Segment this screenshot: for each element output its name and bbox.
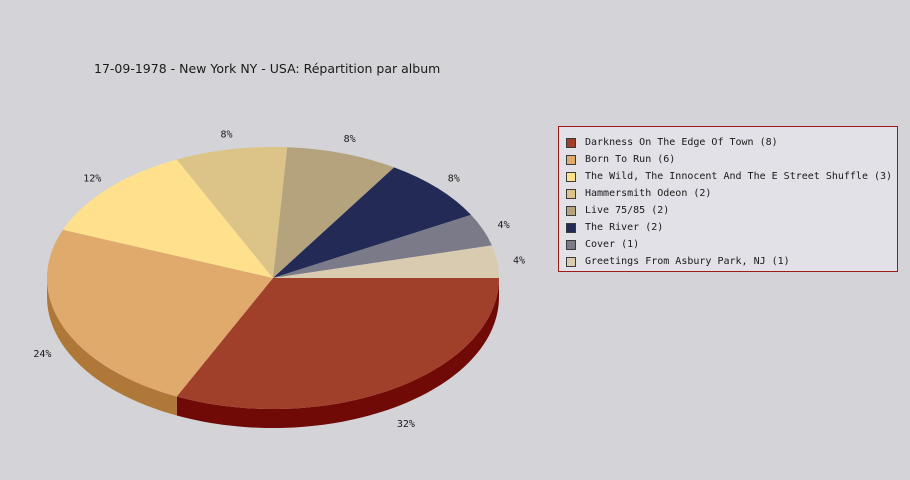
pie-label-0: 32%: [397, 419, 415, 430]
legend-item: Born To Run (6): [566, 151, 897, 168]
legend-swatch-icon: [566, 239, 576, 250]
legend-swatch-icon: [566, 171, 576, 182]
legend-swatch-icon: [566, 188, 576, 199]
pie-slice-2: [62, 159, 274, 278]
legend-label: The Wild, The Innocent And The E Street …: [585, 171, 893, 182]
legend-label: Born To Run (6): [585, 154, 676, 165]
legend-swatch-icon: [566, 256, 576, 267]
pie-slice-4: [273, 147, 395, 278]
pie-slice-0: [176, 278, 499, 409]
pie-slice-6: [273, 214, 492, 278]
legend-swatch-icon: [566, 154, 576, 165]
pie-slice-1: [47, 229, 273, 397]
legend-item: Live 75/85 (2): [566, 202, 897, 219]
pie-slice-5: [273, 167, 472, 278]
pie-side-0: [176, 278, 499, 428]
legend-label: Cover (1): [585, 239, 640, 250]
legend-label: The River (2): [585, 222, 664, 233]
pie-slices: [47, 147, 500, 409]
legend-label: Darkness On The Edge Of Town (8): [585, 137, 778, 148]
legend-label: Hammersmith Odeon (2): [585, 188, 712, 199]
pie-side-1: [47, 278, 177, 416]
legend: Darkness On The Edge Of Town (8) Born To …: [558, 126, 898, 272]
legend-item: Greetings From Asbury Park, NJ (1): [566, 253, 897, 270]
legend-item: Cover (1): [566, 236, 897, 253]
pie-depth: [47, 278, 499, 428]
pie-label-3: 8%: [221, 130, 233, 141]
pie-label-6: 4%: [498, 220, 510, 231]
legend-label: Live 75/85 (2): [585, 205, 670, 216]
pie-labels: 32% 24% 12% 8% 8% 8% 4% 4%: [33, 130, 525, 431]
chart-title: 17-09-1978 - New York NY - USA: Répartit…: [94, 61, 441, 76]
legend-label: Greetings From Asbury Park, NJ (1): [585, 256, 790, 267]
pie-label-5: 8%: [448, 173, 460, 184]
pie-label-2: 12%: [83, 173, 101, 184]
legend-swatch-icon: [566, 205, 576, 216]
legend-item: The River (2): [566, 219, 897, 236]
legend-item: Hammersmith Odeon (2): [566, 185, 897, 202]
legend-item: The Wild, The Innocent And The E Street …: [566, 168, 897, 185]
pie-label-1: 24%: [33, 349, 51, 360]
pie-label-4: 8%: [344, 134, 356, 145]
legend-swatch-icon: [566, 222, 576, 233]
pie-label-7: 4%: [513, 256, 525, 267]
pie-slice-7: [273, 245, 500, 278]
legend-swatch-icon: [566, 137, 576, 148]
pie-slice-3: [176, 147, 288, 278]
legend-item: Darkness On The Edge Of Town (8): [566, 134, 897, 151]
